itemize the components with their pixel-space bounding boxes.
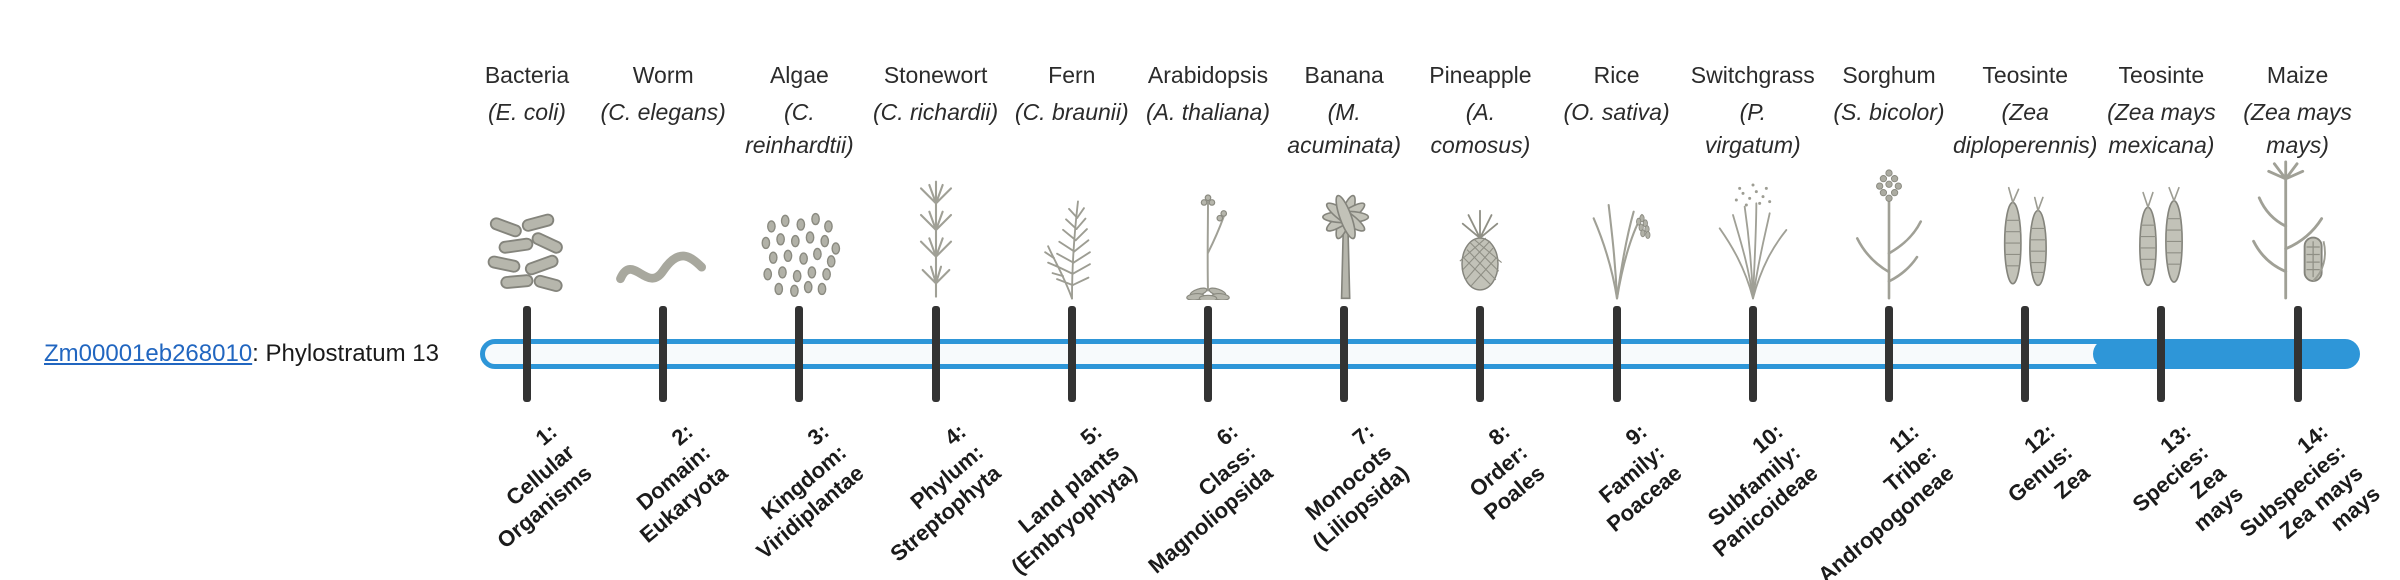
- stratum-column: Teosinte (Zea diploperennis) 12: Genus: …: [1915, 0, 2135, 580]
- organism-name: Pineapple: [1429, 62, 1532, 88]
- organism-name: Banana: [1304, 62, 1384, 88]
- timeline-tick: [931, 306, 940, 402]
- timeline-tick: [1612, 306, 1621, 402]
- timeline-tick: [1885, 306, 1893, 402]
- organism-scientific-name: (E. coli): [488, 99, 566, 125]
- organism-scientific-name: (Zea mays mexicana): [2107, 99, 2216, 158]
- gene-label: Zm00001eb268010: Phylostratum 13: [44, 340, 439, 368]
- organism-name: Algae: [769, 62, 829, 88]
- organism-name: Bacteria: [484, 62, 570, 88]
- organism-scientific-name: (C. reinhardtii): [745, 99, 854, 158]
- stratum-column: Fern (C. braunii) 5: Land plants (Embryo…: [962, 0, 1182, 580]
- organism-name: Teosinte: [2118, 62, 2205, 88]
- timeline-tick: [2157, 306, 2166, 402]
- timeline-bar-fill: [2093, 339, 2356, 369]
- organism-scientific-name: (Zea mays mays): [2243, 99, 2352, 158]
- gene-phylostratum-text: : Phylostratum 13: [252, 340, 439, 367]
- organism-scientific-name: (A. thaliana): [1145, 99, 1270, 125]
- organism-scientific-name: (C. braunii): [1014, 99, 1129, 125]
- stratum-column: Bacteria (E. coli) 1: Cellular Organisms: [417, 0, 637, 580]
- timeline-tick: [1204, 306, 1212, 402]
- organism-scientific-name: (A. comosus): [1430, 99, 1531, 158]
- stratum-column: Pineapple (A. comosus) 8: Order: Poales: [1370, 0, 1590, 580]
- organism-scientific-name: (O. sativa): [1563, 99, 1670, 125]
- timeline-tick: [1748, 306, 1757, 402]
- timeline-tick: [2021, 306, 2030, 402]
- stratum-column: Switchgrass (P. virgatum) 10: Subfamily:…: [1643, 0, 1863, 580]
- timeline-bar: [480, 339, 2360, 369]
- organism-name: Worm: [632, 62, 694, 88]
- organism-name: Rice: [1593, 62, 1640, 88]
- stratum-column: Algae (C. reinhardtii) 3: Kingdom: Virid…: [689, 0, 909, 580]
- timeline-tick: [795, 306, 804, 402]
- stratum-column: Stonewort (C. richardii) 4: Phylum: Stre…: [826, 0, 1046, 580]
- organism-scientific-name: (S. bicolor): [1833, 99, 1945, 125]
- organism-scientific-name: (P. virgatum): [1704, 99, 1801, 158]
- timeline-tick: [1067, 306, 1076, 402]
- organism-name: Teosinte: [1982, 62, 2069, 88]
- organism-scientific-name: (M. acuminata): [1287, 99, 1402, 158]
- stratum-column: Worm (C. elegans) 2: Domain: Eukaryota: [553, 0, 773, 580]
- gene-id-link[interactable]: Zm00001eb268010: [44, 340, 253, 367]
- timeline-tick: [659, 306, 668, 402]
- stratum-column: Arabidopsis (A. thaliana) 6: Class: Magn…: [1098, 0, 1318, 580]
- organism-name: Switchgrass: [1690, 62, 1815, 88]
- organism-name: Maize: [2266, 62, 2329, 88]
- timeline-tick: [523, 306, 531, 402]
- timeline-tick: [1476, 306, 1485, 402]
- organism-illustration-icon: [2246, 158, 2350, 300]
- stratum-column: Banana (M. acuminata) 7: Monocots (Lilio…: [1234, 0, 1454, 580]
- stratum-column: Maize (Zea mays mays) 14: Subspecies: Ze…: [2188, 0, 2400, 580]
- timeline-tick: [2293, 306, 2302, 402]
- organism-name: Arabidopsis: [1147, 62, 1269, 88]
- organism-scientific-name: (Zea diploperennis): [1952, 99, 2098, 158]
- stratum-column: Sorghum (S. bicolor) 11: Tribe: Andropog…: [1779, 0, 1999, 580]
- organism-scientific-name: (C. elegans): [600, 99, 726, 125]
- timeline-tick: [1340, 306, 1349, 402]
- organism-scientific-name: (C. richardii): [872, 99, 999, 125]
- stratum-column: Teosinte (Zea mays mexicana) 13: Species…: [2051, 0, 2271, 580]
- organism-icon: [2188, 158, 2400, 300]
- organism-name: Stonewort: [883, 62, 988, 88]
- organism-name: Fern: [1048, 62, 1096, 88]
- organism-name: Sorghum: [1842, 62, 1936, 88]
- stratum-column: Rice (O. sativa) 9: Family: Poaceae: [1507, 0, 1727, 580]
